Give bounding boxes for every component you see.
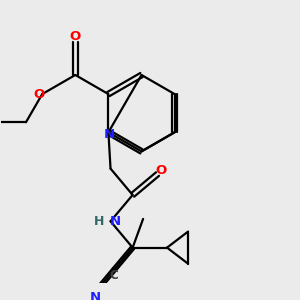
Text: N: N: [110, 215, 121, 228]
Text: N: N: [90, 291, 101, 300]
Text: O: O: [70, 31, 81, 44]
Text: O: O: [33, 88, 44, 100]
Text: C: C: [110, 268, 118, 282]
Text: N: N: [104, 128, 115, 141]
Text: H: H: [94, 215, 104, 228]
Text: O: O: [155, 164, 167, 177]
